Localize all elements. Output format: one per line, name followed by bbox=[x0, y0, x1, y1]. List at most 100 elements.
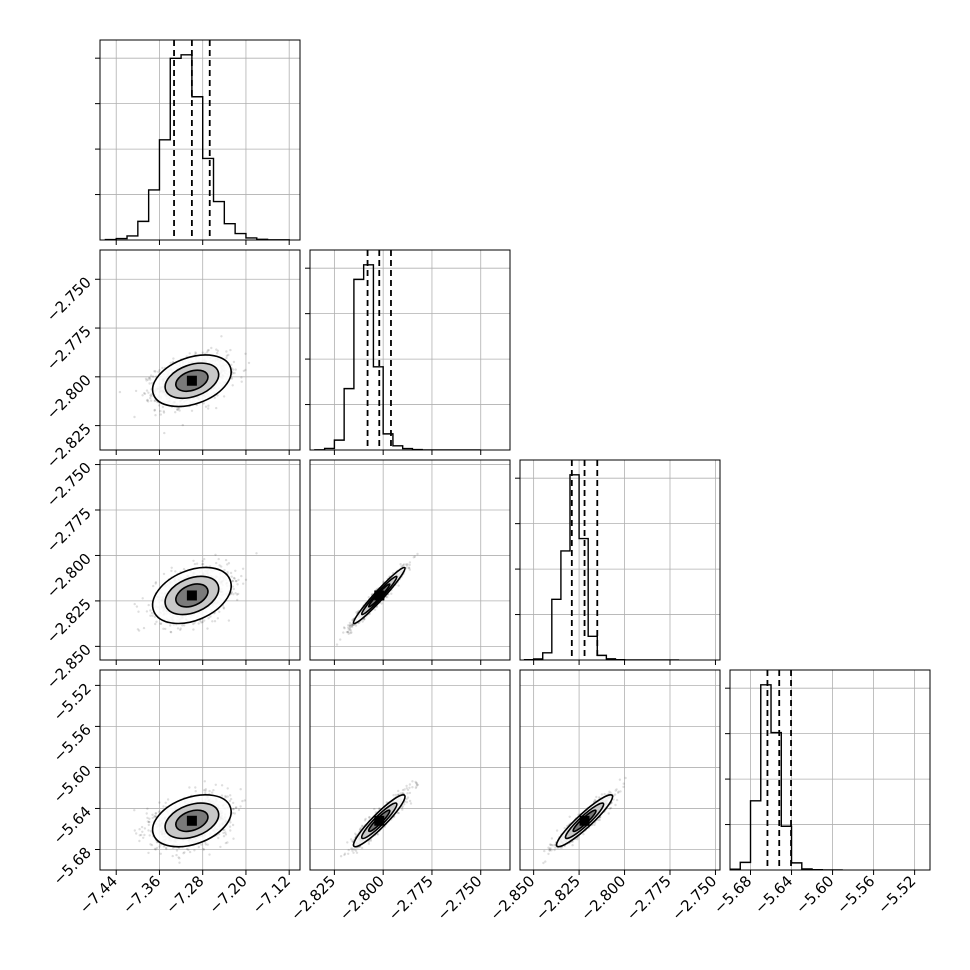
scatter-point bbox=[339, 638, 342, 641]
scatter-point bbox=[137, 629, 141, 632]
scatter-point bbox=[202, 402, 205, 405]
scatter-point bbox=[354, 624, 358, 627]
scatter-point bbox=[232, 593, 235, 596]
scatter-point bbox=[231, 811, 235, 815]
scatter-point bbox=[206, 843, 209, 846]
scatter-point bbox=[244, 352, 247, 355]
scatter-point bbox=[181, 624, 184, 627]
scatter-point bbox=[201, 562, 205, 566]
panel-2-1 bbox=[309, 459, 511, 665]
scatter-point bbox=[149, 394, 152, 397]
scatter-point bbox=[237, 578, 240, 582]
scatter-point bbox=[163, 431, 166, 435]
scatter-point bbox=[208, 789, 211, 793]
scatter-point bbox=[197, 622, 200, 625]
scatter-point bbox=[171, 360, 175, 364]
scatter-point bbox=[135, 605, 139, 608]
scatter-point bbox=[143, 392, 146, 395]
scatter-point bbox=[153, 847, 157, 850]
density-core bbox=[186, 590, 197, 601]
scatter-point bbox=[162, 410, 165, 413]
scatter-point bbox=[159, 622, 163, 625]
scatter-point bbox=[153, 408, 156, 412]
scatter-point bbox=[218, 610, 221, 613]
scatter-point bbox=[161, 366, 164, 370]
scatter-point bbox=[216, 394, 219, 397]
scatter-point bbox=[413, 555, 417, 558]
scatter-point bbox=[215, 348, 218, 351]
scatter-point bbox=[224, 833, 228, 836]
scatter-point bbox=[194, 790, 197, 793]
panel-frame bbox=[309, 249, 511, 451]
scatter-point bbox=[159, 622, 162, 625]
scatter-point bbox=[174, 411, 177, 414]
scatter-point bbox=[347, 632, 350, 635]
scatter-point bbox=[204, 788, 207, 791]
scatter-point bbox=[147, 400, 150, 403]
scatter-point bbox=[348, 624, 351, 627]
scatter-point bbox=[226, 571, 229, 574]
scatter-point bbox=[147, 603, 150, 607]
scatter-point bbox=[147, 851, 150, 855]
scatter-point bbox=[143, 833, 146, 837]
scatter-point bbox=[148, 376, 151, 380]
scatter-point bbox=[347, 624, 350, 627]
scatter-point bbox=[226, 841, 229, 844]
scatter-point bbox=[162, 805, 165, 808]
scatter-point bbox=[192, 622, 195, 626]
scatter-point bbox=[213, 396, 216, 399]
scatter-point bbox=[206, 627, 209, 630]
scatter-point bbox=[177, 408, 180, 411]
scatter-point bbox=[346, 630, 349, 634]
scatter-point bbox=[207, 617, 210, 620]
scatter-point bbox=[215, 406, 218, 410]
scatter-point bbox=[150, 399, 153, 402]
scatter-point bbox=[224, 558, 228, 562]
scatter-point bbox=[203, 789, 206, 792]
scatter-point bbox=[155, 846, 159, 850]
scatter-point bbox=[408, 561, 412, 564]
scatter-point bbox=[169, 630, 172, 634]
scatter-point bbox=[214, 783, 217, 786]
scatter-point bbox=[345, 630, 349, 634]
scatter-point bbox=[143, 827, 147, 830]
scatter-point bbox=[240, 376, 243, 379]
histogram-step bbox=[314, 264, 481, 450]
scatter-point bbox=[230, 377, 234, 380]
panel-frame bbox=[99, 249, 301, 451]
scatter-point bbox=[347, 628, 350, 631]
scatter-point bbox=[201, 620, 204, 624]
scatter-point bbox=[204, 789, 207, 792]
panel-3-0: −7.44−7.36−7.28−7.20−7.12−5.68−5.64−5.60… bbox=[50, 669, 301, 917]
scatter-point bbox=[150, 393, 153, 396]
scatter-point bbox=[231, 579, 235, 583]
scatter-point bbox=[165, 847, 168, 851]
scatter-point bbox=[406, 563, 409, 566]
scatter-point bbox=[172, 357, 175, 360]
scatter-point bbox=[237, 592, 240, 596]
scatter-point bbox=[153, 370, 156, 373]
scatter-point bbox=[229, 571, 233, 575]
scatter-point bbox=[205, 351, 209, 354]
panel-0-0 bbox=[95, 39, 301, 245]
scatter-point bbox=[154, 582, 157, 585]
scatter-point bbox=[159, 409, 162, 413]
scatter-point bbox=[134, 389, 138, 393]
scatter-point bbox=[226, 795, 229, 798]
scatter-point bbox=[149, 609, 152, 612]
scatter-point bbox=[143, 392, 147, 395]
panel-2-0: −2.850−2.825−2.800−2.775−2.750 bbox=[43, 459, 301, 692]
scatter-point bbox=[408, 566, 411, 570]
scatter-point bbox=[188, 786, 191, 789]
scatter-point bbox=[222, 607, 226, 610]
scatter-point bbox=[138, 834, 141, 837]
scatter-point bbox=[211, 620, 214, 623]
scatter-point bbox=[342, 626, 346, 629]
scatter-point bbox=[197, 845, 200, 849]
scatter-point bbox=[229, 794, 232, 797]
scatter-point bbox=[183, 624, 186, 627]
scatter-point bbox=[247, 361, 251, 365]
scatter-point bbox=[231, 579, 234, 583]
scatter-point bbox=[149, 378, 152, 381]
scatter-point bbox=[210, 346, 213, 350]
